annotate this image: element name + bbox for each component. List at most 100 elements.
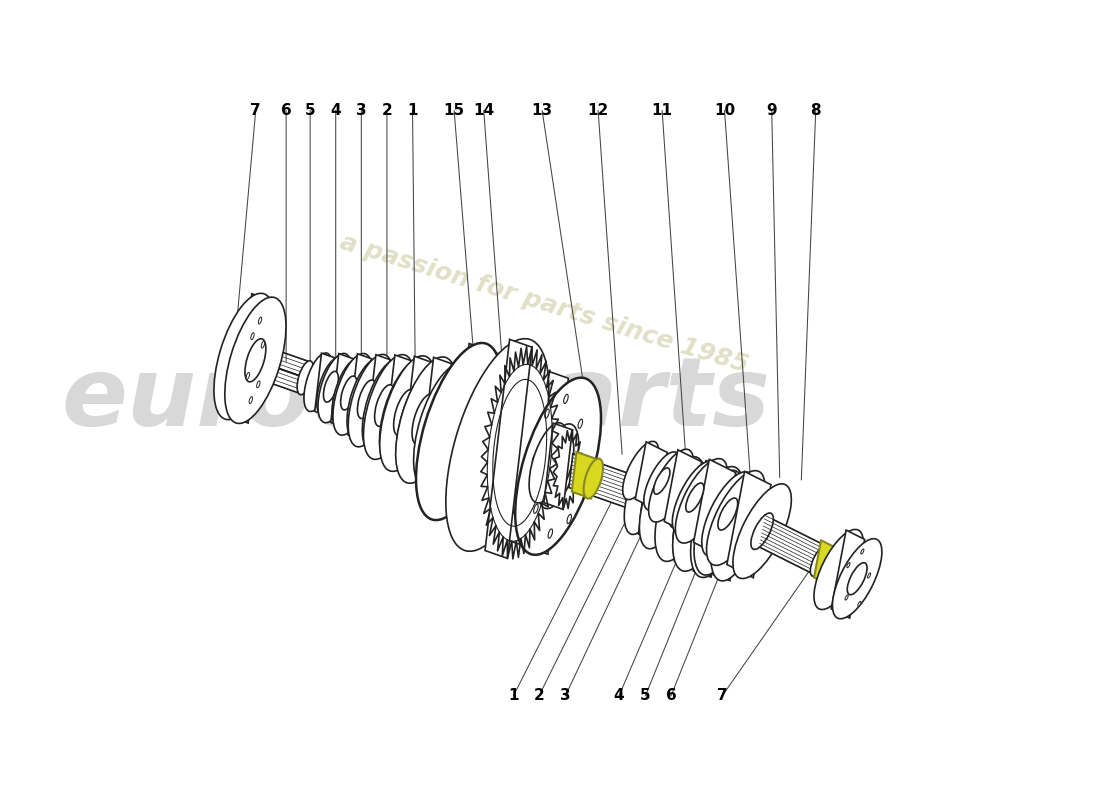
Polygon shape bbox=[485, 339, 532, 558]
Text: 11: 11 bbox=[651, 103, 672, 118]
Ellipse shape bbox=[446, 338, 549, 551]
Text: 3: 3 bbox=[356, 103, 366, 118]
Text: 15: 15 bbox=[443, 103, 464, 118]
Ellipse shape bbox=[653, 468, 670, 494]
Text: 7: 7 bbox=[251, 103, 261, 118]
Ellipse shape bbox=[705, 497, 729, 547]
Ellipse shape bbox=[868, 573, 871, 578]
Ellipse shape bbox=[224, 297, 286, 423]
Ellipse shape bbox=[349, 354, 393, 447]
Ellipse shape bbox=[623, 442, 659, 500]
Text: 1: 1 bbox=[508, 689, 518, 703]
Ellipse shape bbox=[251, 333, 254, 340]
Ellipse shape bbox=[515, 378, 601, 555]
Ellipse shape bbox=[297, 361, 313, 394]
Ellipse shape bbox=[431, 398, 458, 454]
Ellipse shape bbox=[414, 363, 475, 490]
Ellipse shape bbox=[245, 338, 266, 382]
Ellipse shape bbox=[538, 424, 579, 509]
Ellipse shape bbox=[363, 354, 415, 459]
Polygon shape bbox=[569, 454, 644, 512]
Ellipse shape bbox=[634, 478, 649, 512]
Ellipse shape bbox=[685, 483, 704, 512]
Ellipse shape bbox=[396, 357, 456, 483]
Ellipse shape bbox=[379, 356, 436, 471]
Ellipse shape bbox=[544, 409, 549, 418]
Polygon shape bbox=[714, 470, 742, 581]
Polygon shape bbox=[315, 353, 334, 416]
Ellipse shape bbox=[542, 434, 574, 498]
Ellipse shape bbox=[304, 353, 332, 411]
Polygon shape bbox=[383, 355, 411, 465]
Polygon shape bbox=[727, 471, 771, 578]
Text: 6: 6 bbox=[280, 103, 292, 118]
Ellipse shape bbox=[847, 562, 867, 594]
Polygon shape bbox=[657, 457, 684, 554]
Ellipse shape bbox=[847, 562, 850, 568]
Ellipse shape bbox=[833, 538, 882, 618]
Polygon shape bbox=[693, 459, 736, 555]
Ellipse shape bbox=[702, 472, 754, 556]
Ellipse shape bbox=[341, 376, 358, 410]
Ellipse shape bbox=[751, 513, 773, 550]
Ellipse shape bbox=[318, 354, 352, 422]
Ellipse shape bbox=[858, 602, 861, 606]
Text: 4: 4 bbox=[330, 103, 341, 118]
Ellipse shape bbox=[346, 358, 386, 440]
Ellipse shape bbox=[669, 489, 688, 528]
Ellipse shape bbox=[711, 476, 761, 581]
Ellipse shape bbox=[824, 550, 848, 587]
Text: 12: 12 bbox=[587, 103, 608, 118]
Text: 3: 3 bbox=[560, 689, 571, 703]
Ellipse shape bbox=[323, 371, 339, 402]
Ellipse shape bbox=[688, 492, 710, 538]
Ellipse shape bbox=[412, 394, 437, 445]
Ellipse shape bbox=[563, 394, 569, 403]
Text: 6: 6 bbox=[666, 689, 676, 703]
Polygon shape bbox=[449, 343, 569, 554]
Ellipse shape bbox=[358, 380, 376, 418]
Polygon shape bbox=[348, 354, 372, 440]
Ellipse shape bbox=[814, 530, 864, 610]
Ellipse shape bbox=[262, 341, 265, 348]
Ellipse shape bbox=[249, 397, 253, 403]
Ellipse shape bbox=[640, 463, 678, 540]
Ellipse shape bbox=[656, 462, 701, 554]
Ellipse shape bbox=[534, 504, 538, 514]
Ellipse shape bbox=[644, 452, 680, 510]
Text: 14: 14 bbox=[473, 103, 494, 118]
Ellipse shape bbox=[718, 498, 738, 530]
Ellipse shape bbox=[861, 549, 864, 554]
Ellipse shape bbox=[694, 470, 745, 575]
Polygon shape bbox=[814, 540, 839, 586]
Ellipse shape bbox=[213, 294, 275, 420]
Polygon shape bbox=[664, 450, 702, 534]
Text: 10: 10 bbox=[714, 103, 735, 118]
Text: a passion for parts since 1985: a passion for parts since 1985 bbox=[337, 230, 750, 378]
Ellipse shape bbox=[362, 359, 407, 452]
Polygon shape bbox=[572, 452, 595, 498]
Ellipse shape bbox=[733, 484, 791, 578]
Ellipse shape bbox=[566, 514, 572, 523]
Polygon shape bbox=[693, 461, 724, 577]
Ellipse shape bbox=[256, 381, 260, 388]
Polygon shape bbox=[331, 354, 353, 427]
Text: 8: 8 bbox=[811, 103, 821, 118]
Polygon shape bbox=[402, 356, 431, 477]
Ellipse shape bbox=[654, 457, 706, 562]
Ellipse shape bbox=[691, 466, 745, 578]
Text: eurocarparts: eurocarparts bbox=[62, 354, 770, 446]
Text: 4: 4 bbox=[614, 689, 624, 703]
Text: 2: 2 bbox=[382, 103, 393, 118]
Ellipse shape bbox=[375, 385, 395, 426]
Ellipse shape bbox=[548, 529, 552, 538]
Polygon shape bbox=[635, 442, 668, 510]
Polygon shape bbox=[419, 358, 451, 489]
Ellipse shape bbox=[333, 354, 373, 435]
Ellipse shape bbox=[529, 423, 568, 503]
Polygon shape bbox=[543, 423, 572, 510]
Ellipse shape bbox=[675, 458, 727, 543]
Ellipse shape bbox=[580, 469, 584, 478]
Text: 7: 7 bbox=[717, 689, 727, 703]
Ellipse shape bbox=[379, 360, 430, 465]
